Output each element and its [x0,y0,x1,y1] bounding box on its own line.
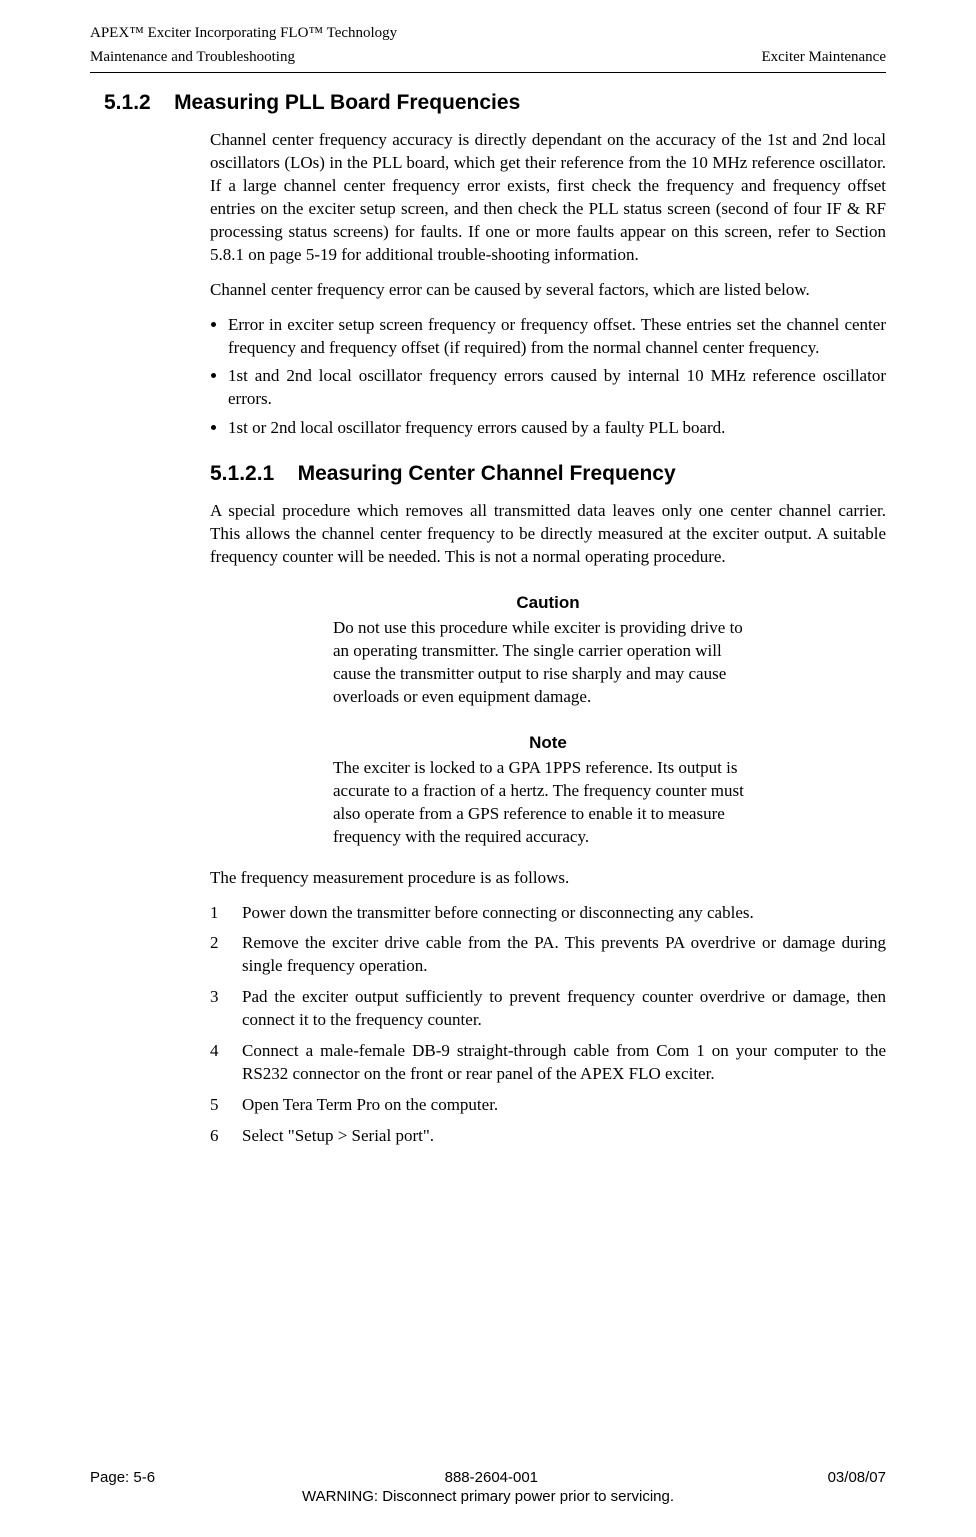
bullet-item: 1st or 2nd local oscillator frequency er… [228,417,886,440]
section-512-body: Channel center frequency accuracy is dir… [210,129,886,1148]
note-title: Note [210,733,886,753]
section-512-number: 5.1.2 [104,91,151,114]
section-512-heading: 5.1.2 Measuring PLL Board Frequencies [104,91,886,115]
footer-docnum: 888-2604-001 [445,1469,538,1486]
header-chapter: Exciter Maintenance [761,48,886,66]
section-5121-number: 5.1.2.1 [210,462,274,485]
section-512-bullets: Error in exciter setup screen frequency … [210,314,886,441]
section-5121-title: Measuring Center Channel Frequency [298,462,676,485]
bullet-item: 1st and 2nd local oscillator frequency e… [228,365,886,411]
step-item: Power down the transmitter before connec… [210,902,886,925]
section-512-para2: Channel center frequency error can be ca… [210,279,886,302]
bullet-item: Error in exciter setup screen frequency … [228,314,886,360]
step-item: Select "Setup > Serial port". [210,1125,886,1148]
caution-title: Caution [210,593,886,613]
footer-row: Page: 5-6 888-2604-001 03/08/07 [90,1469,886,1486]
footer-page: Page: 5-6 [90,1469,155,1486]
header-rule [90,72,886,73]
header-doc-section: Maintenance and Troubleshooting [90,48,295,66]
footer-warning: WARNING: Disconnect primary power prior … [90,1488,886,1505]
section-5121-heading: 5.1.2.1 Measuring Center Channel Frequen… [210,462,886,486]
footer: Page: 5-6 888-2604-001 03/08/07 WARNING:… [90,1469,886,1505]
step-item: Remove the exciter drive cable from the … [210,932,886,978]
section-512-para1: Channel center frequency accuracy is dir… [210,129,886,267]
step-item: Open Tera Term Pro on the computer. [210,1094,886,1117]
page-container: APEX™ Exciter Incorporating FLO™ Technol… [0,0,976,1537]
step-item: Connect a male-female DB-9 straight-thro… [210,1040,886,1086]
header-line1: APEX™ Exciter Incorporating FLO™ Technol… [90,24,886,42]
header-line2: Maintenance and Troubleshooting Exciter … [90,48,886,66]
step-item: Pad the exciter output sufficiently to p… [210,986,886,1032]
section-5121-para2: The frequency measurement procedure is a… [210,867,886,890]
caution-body: Do not use this procedure while exciter … [333,617,763,709]
section-5121-para1: A special procedure which removes all tr… [210,500,886,569]
procedure-steps: Power down the transmitter before connec… [210,902,886,1148]
note-body: The exciter is locked to a GPA 1PPS refe… [333,757,763,849]
footer-date: 03/08/07 [828,1469,886,1486]
section-512-title: Measuring PLL Board Frequencies [174,91,520,114]
header-product: APEX™ Exciter Incorporating FLO™ Technol… [90,24,397,42]
